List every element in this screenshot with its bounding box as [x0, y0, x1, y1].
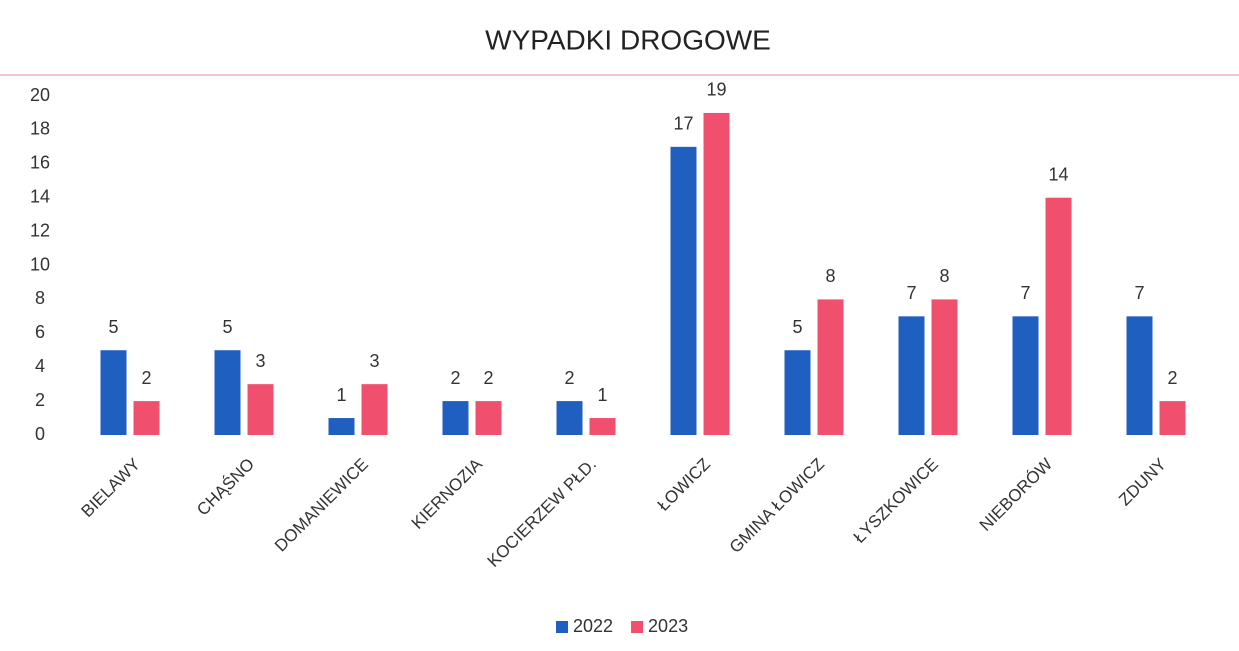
value-label: 19 [706, 80, 726, 100]
value-label: 7 [1134, 283, 1144, 303]
bar [1045, 197, 1072, 435]
bar [589, 418, 616, 435]
y-tick-label: 4 [35, 356, 45, 376]
bar [817, 299, 844, 435]
x-tick-label: DOMANIEWICE [271, 455, 372, 556]
y-tick-label: 14 [30, 186, 50, 206]
bar [442, 401, 469, 435]
x-tick-label: NIEBORÓW [976, 455, 1056, 535]
value-label: 7 [1020, 283, 1030, 303]
bar [1126, 316, 1153, 435]
y-tick-label: 0 [35, 424, 45, 444]
bar [475, 401, 502, 435]
legend-label: 2023 [648, 616, 688, 636]
bar [247, 384, 274, 435]
x-tick-label: ŁYSZKOWICE [850, 455, 942, 547]
x-tick-label: KOCIERZEW PŁD. [484, 455, 600, 571]
bar [361, 384, 388, 435]
x-tick-label: KIERNOZIA [408, 454, 487, 533]
value-label: 14 [1048, 164, 1068, 184]
y-tick-label: 16 [30, 153, 50, 173]
y-tick-label: 8 [35, 288, 45, 308]
bar [328, 418, 355, 435]
bar [214, 350, 241, 435]
legend-swatch [631, 621, 644, 633]
bar [100, 350, 127, 435]
y-tick-label: 18 [30, 119, 50, 139]
value-label: 7 [906, 283, 916, 303]
value-label: 1 [336, 385, 346, 405]
value-label: 5 [222, 317, 232, 337]
value-label: 8 [939, 266, 949, 286]
value-label: 17 [673, 114, 693, 134]
value-label: 2 [1167, 368, 1177, 388]
bar [931, 299, 958, 435]
value-label: 5 [108, 317, 118, 337]
y-tick-label: 10 [30, 254, 50, 274]
y-tick-label: 6 [35, 322, 45, 342]
bar [898, 316, 925, 435]
x-tick-label: CHĄŚNO [193, 455, 258, 520]
value-label: 2 [564, 368, 574, 388]
bar [784, 350, 811, 435]
value-label: 2 [141, 368, 151, 388]
x-tick-label: GMINA ŁOWICZ [726, 455, 828, 557]
x-tick-label: ŁOWICZ [654, 455, 714, 515]
bar [1012, 316, 1039, 435]
value-label: 3 [369, 351, 379, 371]
bar [1159, 401, 1186, 435]
y-tick-label: 12 [30, 220, 50, 240]
y-tick-label: 20 [30, 85, 50, 105]
value-label: 2 [483, 368, 493, 388]
bar [556, 401, 583, 435]
chart-title: WYPADKI DROGOWE [485, 24, 771, 55]
value-label: 3 [255, 351, 265, 371]
x-tick-label: ZDUNY [1115, 455, 1170, 510]
legend-label: 2022 [573, 616, 613, 636]
value-label: 2 [450, 368, 460, 388]
x-tick-label: BIELAWY [78, 455, 144, 521]
value-label: 8 [825, 266, 835, 286]
legend-swatch [556, 621, 568, 633]
value-label: 1 [597, 385, 607, 405]
bar [703, 112, 730, 435]
bar [133, 401, 160, 435]
y-tick-label: 2 [35, 390, 45, 410]
bar [670, 146, 697, 435]
value-label: 5 [792, 317, 802, 337]
